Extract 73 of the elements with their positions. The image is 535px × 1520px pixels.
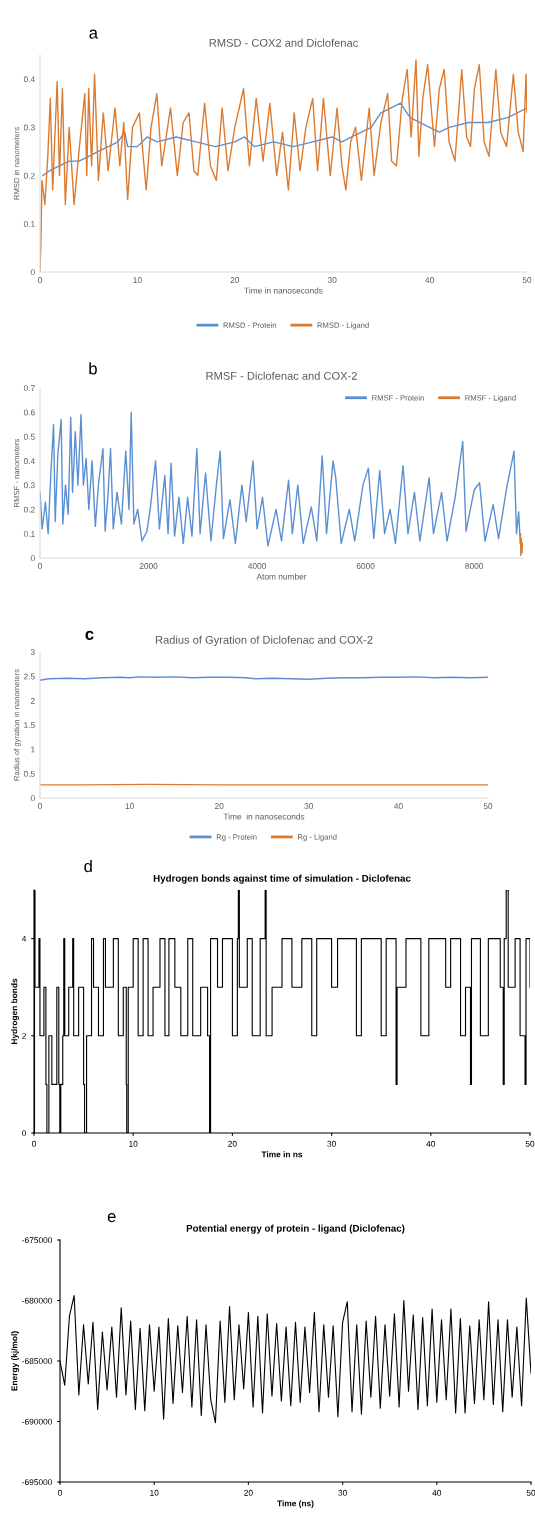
y-tick-label: 3 xyxy=(30,649,35,656)
x-tick-label: 2000 xyxy=(139,563,158,569)
text: d xyxy=(84,859,92,873)
y-tick-label: 1.5 xyxy=(24,722,35,729)
chart-title: Radius of Gyration of Diclofenac and COX-2 xyxy=(155,635,373,646)
line-series xyxy=(40,411,521,547)
x-tick-label: 10 xyxy=(129,1140,138,1147)
x-tick-label: 8000 xyxy=(465,563,484,569)
x-tick-label: 40 xyxy=(393,803,403,809)
x-axis-title: Time in nanoseconds xyxy=(244,287,323,294)
x-tick-label: 10 xyxy=(133,277,142,283)
chart-title: RMSD - COX2 and Diclofenac xyxy=(209,38,358,47)
y-tick-label: 0.2 xyxy=(23,172,35,179)
x-tick-label: 40 xyxy=(426,1140,436,1147)
line-series xyxy=(42,102,527,177)
y-tick-label: -675000 xyxy=(22,1237,53,1244)
y-tick-label: 0.5 xyxy=(23,433,35,440)
x-tick-label: 20 xyxy=(244,1489,253,1496)
x-tick-label: 50 xyxy=(526,1489,535,1496)
y-tick-label: 0.6 xyxy=(23,409,35,416)
x-tick-label: 30 xyxy=(327,277,337,283)
x-tick-label: 4000 xyxy=(248,563,267,569)
x-axis-title: Time in ns xyxy=(261,1151,303,1158)
x-tick-label: 20 xyxy=(230,277,240,283)
y-tick-label: 4 xyxy=(21,935,27,942)
x-axis-title: Time (ns) xyxy=(277,1500,314,1508)
x-tick-label: 30 xyxy=(327,1140,336,1147)
y-axis-title: Energy (kj/mol) xyxy=(11,1331,19,1391)
y-tick-label: 0 xyxy=(30,555,35,562)
x-tick-label: 10 xyxy=(125,803,134,809)
x-tick-label: 20 xyxy=(228,1140,237,1147)
chart-title: Potential energy of protein - ligand (Diclofenac) xyxy=(186,1224,405,1234)
y-tick-label: 0.1 xyxy=(23,220,35,227)
y-tick-label: 0.3 xyxy=(23,482,35,489)
x-tick-label: 50 xyxy=(483,803,493,809)
y-tick-label: 2 xyxy=(22,1033,26,1039)
y-tick-label: 0.5 xyxy=(23,770,35,777)
y-tick-label: 0.1 xyxy=(23,530,35,537)
y-tick-label: -690000 xyxy=(22,1418,53,1425)
x-tick-label: 6000 xyxy=(356,563,375,569)
y-tick-label: -680000 xyxy=(22,1297,53,1304)
chart-title: Hydrogen bonds against time of simulation - Diclofenac xyxy=(153,874,411,884)
x-tick-label: 10 xyxy=(150,1489,159,1496)
chart-title: RMSF - Diclofenac and COX-2 xyxy=(206,371,357,380)
x-tick-label: 0 xyxy=(58,1489,62,1496)
y-tick-label: 0.3 xyxy=(23,124,35,131)
x-tick-label: 40 xyxy=(425,277,434,283)
y-tick-label: 2 xyxy=(30,697,35,704)
x-tick-label: 30 xyxy=(304,803,314,809)
y-tick-label: 0.4 xyxy=(23,76,35,83)
line-series xyxy=(519,533,523,557)
y-tick-label: 0.7 xyxy=(23,385,35,392)
text: e xyxy=(107,1213,116,1223)
text: b xyxy=(89,362,97,375)
x-tick-label: 40 xyxy=(432,1489,442,1496)
x-tick-label: 30 xyxy=(338,1489,347,1496)
x-axis-title: Atom number xyxy=(256,573,307,580)
text: c xyxy=(85,630,94,640)
x-tick-label: 50 xyxy=(525,1140,535,1147)
text: a xyxy=(89,29,98,39)
x-tick-label: 50 xyxy=(522,277,532,283)
y-tick-label: 0.2 xyxy=(23,506,35,513)
y-tick-label: 2.5 xyxy=(23,673,35,680)
y-tick-label: 0 xyxy=(30,269,35,276)
y-tick-label: 1 xyxy=(31,746,35,753)
y-tick-label: 0 xyxy=(30,795,35,802)
y-tick-label: 0.4 xyxy=(23,458,35,464)
x-tick-label: 20 xyxy=(214,803,224,809)
y-axis-title: Hydrogen bonds xyxy=(11,978,19,1045)
y-tick-label: -695000 xyxy=(22,1479,53,1486)
x-axis-title: Time in nanoseconds xyxy=(223,813,305,820)
y-tick-label: 0 xyxy=(22,1130,27,1137)
y-tick-label: -685000 xyxy=(22,1358,53,1365)
